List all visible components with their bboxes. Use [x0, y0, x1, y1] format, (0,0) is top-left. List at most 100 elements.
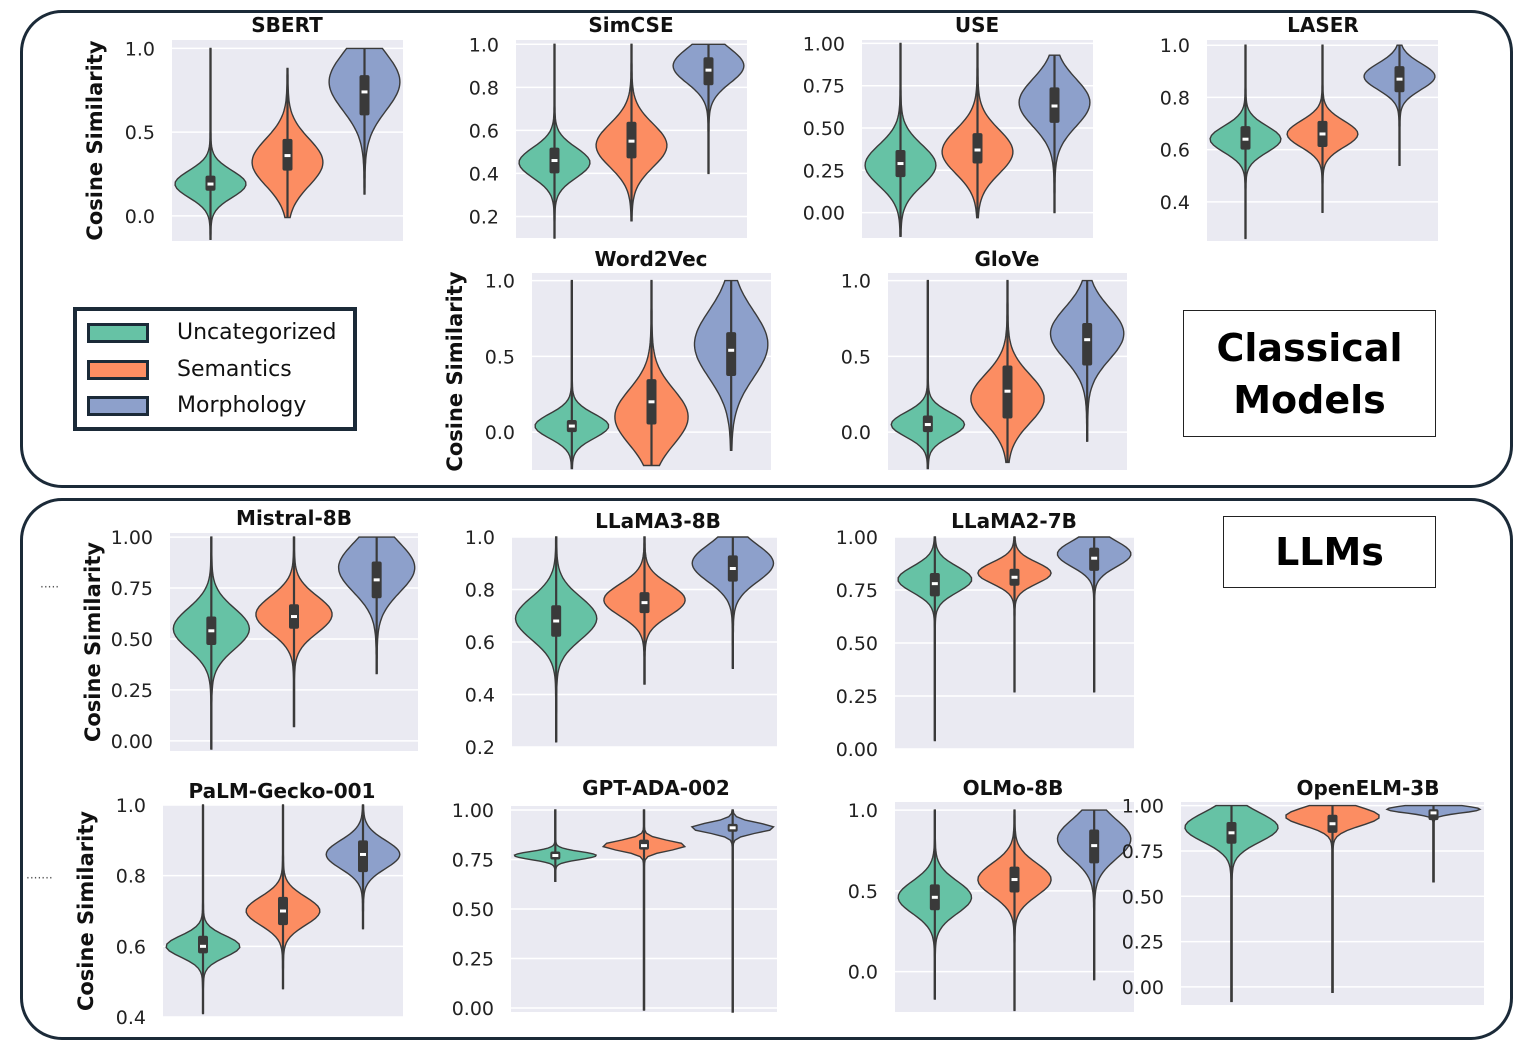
- y-tick-label: 0.0: [485, 422, 515, 444]
- legend-label-uncategorized: Uncategorized: [177, 320, 337, 345]
- legend-item-semantics: Semantics: [87, 357, 349, 384]
- legend-label-morphology: Morphology: [177, 393, 307, 418]
- violin-median: [897, 162, 904, 166]
- y-tick-label: 0.5: [841, 346, 871, 368]
- violin-iqr-box: [726, 332, 737, 377]
- llms-label: LLMs: [1223, 516, 1436, 588]
- violin-median: [628, 139, 635, 143]
- y-axis-label: Cosine Similarity: [443, 271, 467, 471]
- violin-median: [284, 154, 291, 158]
- violin-median: [729, 826, 736, 830]
- margin-dash-mark: ·····: [40, 580, 60, 594]
- y-tick-label: 1.0: [469, 34, 499, 56]
- violin-median: [1091, 844, 1098, 848]
- violin-median: [551, 159, 558, 163]
- y-tick-label: 0.8: [465, 580, 495, 602]
- violin-iqr-box: [972, 133, 983, 164]
- chart-title: GloVe: [975, 247, 1040, 271]
- y-tick-label: 0.50: [452, 899, 494, 921]
- violin-median: [648, 400, 655, 404]
- violin-median: [1091, 556, 1098, 560]
- y-axis-label: Cosine Similarity: [83, 40, 107, 240]
- y-tick-label: 0.75: [1122, 841, 1164, 863]
- y-tick-label: 0.00: [111, 731, 153, 753]
- y-tick-label: 0.00: [452, 998, 494, 1020]
- chart-title: SimCSE: [588, 13, 673, 37]
- violin-median: [728, 348, 735, 352]
- chart-title: GPT-ADA-002: [582, 776, 730, 800]
- y-tick-label: 0.6: [116, 936, 146, 958]
- y-axis-label: Cosine Similarity: [74, 811, 98, 1011]
- violin-median: [1242, 137, 1249, 141]
- violin-median: [641, 844, 647, 848]
- violin-median: [1329, 822, 1336, 826]
- y-tick-label: 0.25: [836, 686, 878, 708]
- y-tick-label: 0.2: [465, 737, 495, 759]
- violin-median: [373, 578, 380, 582]
- y-tick-label: 0.2: [469, 206, 499, 228]
- y-tick-label: 0.25: [803, 160, 845, 182]
- y-tick-label: 1.0: [465, 527, 495, 549]
- y-tick-label: 0.8: [469, 77, 499, 99]
- y-axis-label: Cosine Similarity: [81, 542, 105, 742]
- y-tick-label: 0.00: [836, 739, 878, 761]
- violin-iqr-box: [359, 75, 370, 116]
- violin-median: [361, 90, 368, 94]
- violin-median: [1228, 831, 1235, 835]
- y-tick-label: 0.8: [116, 866, 146, 888]
- violin-iqr-box: [198, 935, 208, 954]
- y-tick-label: 0.4: [465, 685, 495, 707]
- y-tick-label: 0.4: [116, 1007, 146, 1029]
- chart-title: Mistral-8B: [236, 506, 352, 530]
- violin-median: [1004, 389, 1011, 393]
- violin-median: [924, 423, 931, 427]
- violin-median: [553, 619, 560, 623]
- violin-median: [1051, 104, 1058, 108]
- chart-title: LLaMA2-7B: [951, 509, 1077, 533]
- y-tick-label: 1.0: [485, 271, 515, 293]
- violin-median: [1011, 878, 1018, 882]
- y-tick-label: 1.0: [848, 800, 878, 822]
- legend-label-semantics: Semantics: [177, 357, 292, 382]
- chart-title: OLMo-8B: [963, 776, 1064, 800]
- classical-models-label: Classical Models: [1183, 310, 1436, 437]
- margin-dash-mark: ·······: [26, 871, 53, 885]
- y-tick-label: 0.0: [841, 422, 871, 444]
- y-tick-label: 0.5: [125, 122, 155, 144]
- y-tick-label: 1.00: [836, 527, 878, 549]
- y-tick-label: 0.00: [803, 203, 845, 225]
- y-tick-label: 1.00: [111, 527, 153, 549]
- chart-title: LASER: [1287, 13, 1359, 37]
- legend: Uncategorized Semantics Morphology: [73, 307, 357, 431]
- legend-swatch-semantics: [87, 360, 149, 380]
- y-tick-label: 0.50: [111, 629, 153, 651]
- chart-title: LLaMA3-8B: [595, 509, 721, 533]
- y-tick-label: 0.25: [452, 949, 494, 971]
- violin-median: [208, 629, 215, 633]
- y-tick-label: 1.0: [1160, 35, 1190, 57]
- violin-median: [931, 582, 938, 586]
- legend-item-uncategorized: Uncategorized: [87, 320, 349, 347]
- y-tick-label: 0.6: [1160, 140, 1190, 162]
- y-tick-label: 0.6: [469, 120, 499, 142]
- violin-median: [1011, 575, 1018, 579]
- y-tick-label: 0.6: [465, 632, 495, 654]
- violin-iqr-box: [1082, 323, 1093, 366]
- y-tick-label: 0.5: [848, 881, 878, 903]
- chart-title: Word2Vec: [595, 247, 708, 271]
- legend-swatch-morphology: [87, 396, 149, 416]
- y-tick-label: 1.0: [841, 271, 871, 293]
- chart-title: SBERT: [251, 13, 323, 37]
- y-tick-label: 0.75: [111, 578, 153, 600]
- violin-median: [729, 567, 736, 570]
- violin-median: [552, 854, 559, 858]
- violin-median: [200, 944, 206, 948]
- y-tick-label: 0.75: [452, 849, 494, 871]
- chart-title: USE: [955, 13, 999, 37]
- y-tick-label: 0.75: [803, 76, 845, 98]
- y-tick-label: 1.0: [125, 38, 155, 60]
- violin-iqr-box: [358, 840, 368, 873]
- violin-median: [1396, 77, 1403, 81]
- violin-median: [1319, 132, 1326, 136]
- y-tick-label: 0.4: [469, 163, 499, 185]
